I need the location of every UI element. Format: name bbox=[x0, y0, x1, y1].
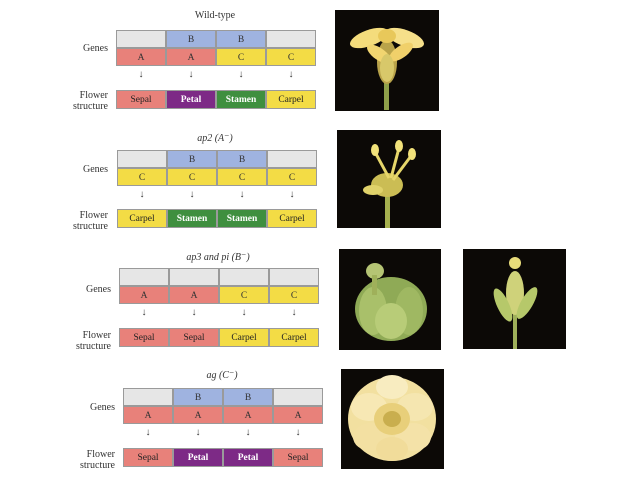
structure-cell: Sepal bbox=[273, 448, 323, 467]
structure-label-line1: Flower bbox=[86, 449, 115, 460]
structure-label-line1: Flower bbox=[79, 90, 108, 101]
ap2-flower-photo bbox=[337, 130, 441, 228]
gene-abc-cell: C bbox=[266, 48, 316, 66]
down-arrow-icon: ↓ bbox=[238, 69, 244, 80]
down-arrow-icon: ↓ bbox=[189, 189, 195, 200]
gene-abc-cell: C bbox=[217, 168, 267, 186]
genes-label: Genes bbox=[86, 284, 111, 295]
flower-structure-label: Flower structure bbox=[62, 449, 115, 471]
gene-abc-cell: C bbox=[267, 168, 317, 186]
flower-image bbox=[337, 130, 441, 228]
down-arrow-icon: ↓ bbox=[188, 69, 194, 80]
down-arrow-icon: ↓ bbox=[291, 307, 297, 318]
gene-b-cell bbox=[266, 30, 316, 48]
down-arrow-icon: ↓ bbox=[145, 427, 151, 438]
structure-cell: Stamen bbox=[216, 90, 266, 109]
genes-label: Genes bbox=[90, 402, 115, 413]
flower-image bbox=[463, 249, 566, 349]
gene-abc-cell: C bbox=[117, 168, 167, 186]
structure-label-line2: structure bbox=[80, 460, 115, 471]
gene-abc-cell: C bbox=[219, 286, 269, 304]
gene-b-cell: B bbox=[216, 30, 266, 48]
structure-cell: Sepal bbox=[116, 90, 166, 109]
ap3-pi-flower-photo-2 bbox=[463, 249, 566, 349]
wild-type-flower-photo bbox=[335, 10, 439, 111]
flower-structure-label: Flower structure bbox=[55, 210, 108, 232]
down-arrow-icon: ↓ bbox=[141, 307, 147, 318]
gene-b-cell: B bbox=[173, 388, 223, 406]
gene-abc-cell: A bbox=[173, 406, 223, 424]
gene-b-cell bbox=[116, 30, 166, 48]
gene-b-cell bbox=[169, 268, 219, 286]
down-arrow-icon: ↓ bbox=[191, 307, 197, 318]
structure-cell: Petal bbox=[223, 448, 273, 467]
flower-structure-label: Flower structure bbox=[58, 330, 111, 352]
structure-cell: Sepal bbox=[119, 328, 169, 347]
structure-label-line2: structure bbox=[76, 341, 111, 352]
gene-abc-cell: A bbox=[166, 48, 216, 66]
down-arrow-icon: ↓ bbox=[139, 189, 145, 200]
gene-b-cell bbox=[273, 388, 323, 406]
genes-label: Genes bbox=[83, 164, 108, 175]
panel-title: ap2 (A⁻) bbox=[197, 133, 233, 144]
structure-cell: Carpel bbox=[269, 328, 319, 347]
gene-b-cell bbox=[267, 150, 317, 168]
gene-abc-cell: A bbox=[119, 286, 169, 304]
gene-abc-cell: A bbox=[273, 406, 323, 424]
down-arrow-icon: ↓ bbox=[288, 69, 294, 80]
structure-cell: Carpel bbox=[266, 90, 316, 109]
flower-image bbox=[335, 10, 439, 111]
panel-title: Wild-type bbox=[194, 10, 236, 21]
flower-image bbox=[341, 369, 444, 469]
structure-cell: Carpel bbox=[117, 209, 167, 228]
gene-abc-cell: C bbox=[167, 168, 217, 186]
gene-abc-cell: C bbox=[269, 286, 319, 304]
structure-cell: Sepal bbox=[123, 448, 173, 467]
structure-label-line2: structure bbox=[73, 101, 108, 112]
structure-cell: Sepal bbox=[169, 328, 219, 347]
structure-cell: Stamen bbox=[217, 209, 267, 228]
gene-abc-cell: A bbox=[169, 286, 219, 304]
gene-b-cell: B bbox=[167, 150, 217, 168]
structure-label-line1: Flower bbox=[82, 330, 111, 341]
down-arrow-icon: ↓ bbox=[295, 427, 301, 438]
gene-b-cell: B bbox=[166, 30, 216, 48]
gene-b-cell bbox=[117, 150, 167, 168]
gene-b-cell bbox=[269, 268, 319, 286]
panel-title: ag (C⁻) bbox=[206, 370, 238, 381]
down-arrow-icon: ↓ bbox=[289, 189, 295, 200]
flower-image bbox=[339, 249, 441, 350]
structure-label-line1: Flower bbox=[79, 210, 108, 221]
panel-title: ap3 and pi (B⁻) bbox=[186, 252, 250, 263]
gene-abc-cell: A bbox=[116, 48, 166, 66]
gene-b-cell: B bbox=[223, 388, 273, 406]
gene-abc-cell: C bbox=[216, 48, 266, 66]
structure-cell: Petal bbox=[166, 90, 216, 109]
ag-flower-photo bbox=[341, 369, 444, 469]
gene-b-cell: B bbox=[217, 150, 267, 168]
down-arrow-icon: ↓ bbox=[239, 189, 245, 200]
down-arrow-icon: ↓ bbox=[138, 69, 144, 80]
down-arrow-icon: ↓ bbox=[195, 427, 201, 438]
structure-cell: Petal bbox=[173, 448, 223, 467]
gene-b-cell bbox=[123, 388, 173, 406]
down-arrow-icon: ↓ bbox=[241, 307, 247, 318]
structure-cell: Carpel bbox=[219, 328, 269, 347]
structure-label-line2: structure bbox=[73, 221, 108, 232]
structure-cell: Stamen bbox=[167, 209, 217, 228]
gene-abc-cell: A bbox=[223, 406, 273, 424]
gene-b-cell bbox=[119, 268, 169, 286]
ap3-pi-flower-photo-1 bbox=[339, 249, 441, 350]
down-arrow-icon: ↓ bbox=[245, 427, 251, 438]
structure-cell: Carpel bbox=[267, 209, 317, 228]
gene-b-cell bbox=[219, 268, 269, 286]
gene-abc-cell: A bbox=[123, 406, 173, 424]
genes-label: Genes bbox=[83, 43, 108, 54]
flower-structure-label: Flower structure bbox=[55, 90, 108, 112]
